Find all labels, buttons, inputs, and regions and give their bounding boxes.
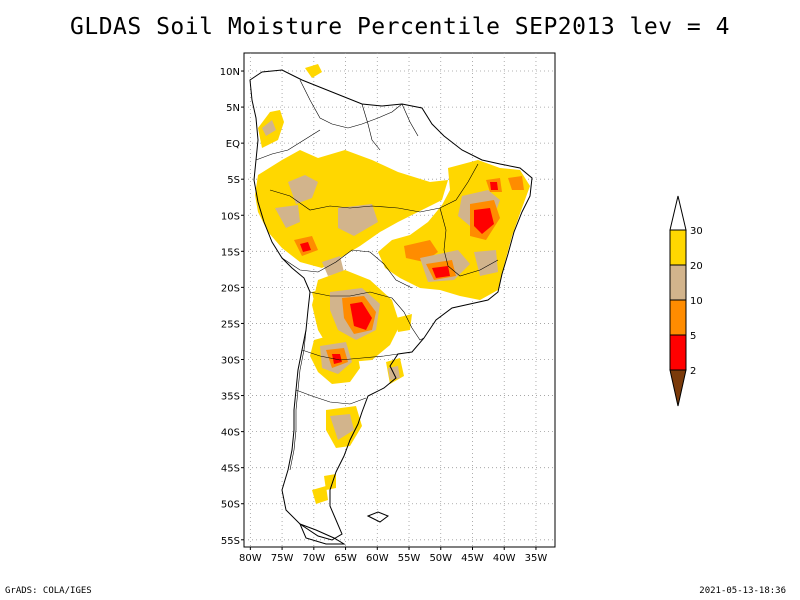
latitude-labels: 10N 5N EQ 5S 10S 15S 20S 25S 30S 35S 40S 45S 50S 55S <box>220 67 244 547</box>
map-frame <box>243 52 556 548</box>
colorbar-5-10 <box>669 299 687 336</box>
colorbar-above-30 <box>669 195 687 231</box>
colorbar-label: 20 <box>690 261 703 272</box>
longitude-labels: 80W 75W 70W 65W 60W 55W 50W 45W 40W 35W <box>239 547 547 564</box>
lat-tick-label: 40S <box>221 428 240 439</box>
lat-tick-label: 15S <box>221 247 240 258</box>
shade-patch <box>300 242 311 252</box>
colorbar-10-20 <box>669 264 687 301</box>
south-america-coastline <box>249 69 533 541</box>
lat-tick-label: 45S <box>221 464 240 475</box>
shade-patch <box>322 256 344 276</box>
shade-patch <box>330 414 354 440</box>
lon-tick-label: 55W <box>398 553 421 564</box>
lat-tick-label: 25S <box>221 319 240 330</box>
lon-tick-label: 70W <box>303 553 326 564</box>
shade-patch <box>312 486 328 504</box>
lat-tick-label: 10N <box>220 67 240 78</box>
lon-tick-label: 40W <box>493 553 516 564</box>
country-borders <box>255 79 499 471</box>
lon-tick-label: 35W <box>525 553 548 564</box>
colorbar-2-5 <box>669 334 687 371</box>
lon-tick-label: 80W <box>239 553 262 564</box>
lon-tick-label: 45W <box>461 553 484 564</box>
soil-moisture-shading <box>255 64 530 504</box>
shade-patch <box>312 288 330 318</box>
lon-tick-label: 65W <box>334 553 357 564</box>
shade-patch <box>508 176 524 190</box>
colorbar-label: 10 <box>690 296 703 307</box>
lat-tick-label: 55S <box>221 536 240 547</box>
lat-tick-label: 50S <box>221 500 240 511</box>
lat-tick-label: EQ <box>226 139 240 150</box>
shade-patch <box>396 314 412 332</box>
lat-tick-label: 20S <box>221 283 240 294</box>
shade-patch <box>332 354 342 364</box>
shade-patch <box>324 474 336 490</box>
lat-tick-label: 5N <box>226 103 240 114</box>
shade-patch <box>275 205 300 228</box>
colorbar-below-2 <box>669 369 687 407</box>
lon-tick-label: 50W <box>429 553 452 564</box>
lat-tick-label: 30S <box>221 355 240 366</box>
footer-credit: GrADS: COLA/IGES <box>5 586 92 596</box>
colorbar-20-30 <box>669 229 687 266</box>
lon-tick-label: 75W <box>271 553 294 564</box>
map-title: GLDAS Soil Moisture Percentile SEP2013 l… <box>70 14 730 40</box>
tierra-del-fuego <box>299 523 346 545</box>
colorbar-label: 2 <box>690 366 696 377</box>
graticule <box>244 53 555 547</box>
lat-tick-label: 10S <box>221 211 240 222</box>
shade-patch <box>262 120 276 136</box>
falkland-islands <box>366 511 390 523</box>
shade-patch <box>490 182 498 190</box>
shade-patch <box>350 302 372 330</box>
shade-patch <box>338 204 378 236</box>
colorbar-label: 30 <box>690 226 703 237</box>
colorbar-label: 5 <box>690 331 696 342</box>
shade-patch <box>305 64 322 78</box>
lon-tick-label: 60W <box>366 553 389 564</box>
shade-patch <box>432 266 450 278</box>
shade-patch <box>288 175 318 204</box>
colorbar: 30 20 10 5 2 <box>669 195 703 407</box>
footer-timestamp: 2021-05-13-18:36 <box>699 586 786 596</box>
lat-tick-label: 5S <box>227 175 240 186</box>
lat-tick-label: 35S <box>221 392 240 403</box>
shade-patch <box>474 250 498 276</box>
shade-patch <box>474 208 494 234</box>
